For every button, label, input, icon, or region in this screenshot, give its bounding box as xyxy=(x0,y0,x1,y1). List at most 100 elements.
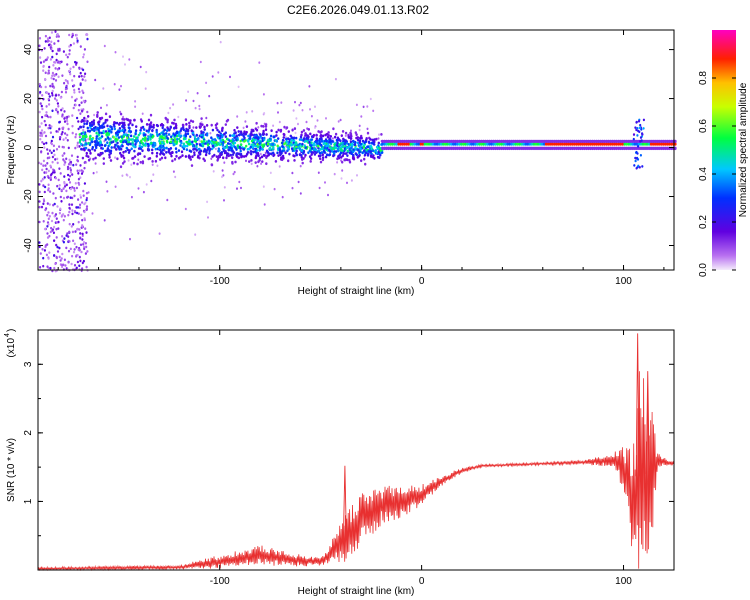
spectrogram-cell xyxy=(526,139,530,144)
spectrogram-cell xyxy=(174,147,178,151)
spectrogram-cell xyxy=(239,139,242,143)
spectrogram-cell xyxy=(250,143,253,147)
spectrogram-cell xyxy=(66,55,69,59)
spectrogram-cell xyxy=(138,152,142,156)
spectrogram-cell xyxy=(490,139,493,144)
y-tick-label: -20 xyxy=(23,189,34,204)
spectrogram-cell xyxy=(47,39,50,43)
spectrogram-cell xyxy=(71,254,74,258)
spectrogram-cell xyxy=(339,118,342,122)
spectrogram-cell xyxy=(464,139,467,144)
spectrogram-cell xyxy=(80,74,83,78)
spectrogram-cell xyxy=(40,162,43,166)
colorbar-tick-label: 0.2 xyxy=(698,215,709,229)
spectrogram-cell xyxy=(526,146,530,151)
spectrogram-cell xyxy=(269,146,272,150)
spectrogram-cell xyxy=(312,134,316,137)
spectrogram-cell xyxy=(341,145,345,149)
spectrogram-cell xyxy=(161,141,164,144)
spectrogram-cell xyxy=(206,200,209,204)
spectrogram-cell xyxy=(75,133,78,136)
spectrogram-cell xyxy=(48,203,51,206)
spectrogram-cell xyxy=(188,140,191,143)
spectrogram-cell xyxy=(82,243,85,246)
spectrogram-cell xyxy=(316,119,319,122)
spectrogram-cell xyxy=(290,147,294,151)
spectrogram-cell xyxy=(494,139,497,144)
spectrogram-cell xyxy=(238,145,241,149)
spectrogram-cell xyxy=(91,145,94,149)
spectrogram-cell xyxy=(80,132,83,135)
spectrogram-cell xyxy=(256,153,259,157)
spectrogram-cell xyxy=(506,142,509,146)
spectrogram-cell xyxy=(352,148,355,152)
spectrogram-cell xyxy=(187,154,191,158)
spectrogram-cell xyxy=(210,123,213,127)
spectrogram-cell xyxy=(611,146,614,151)
spectrogram-cell xyxy=(294,100,296,104)
spectrogram-cell xyxy=(83,210,86,214)
spectrogram-cell xyxy=(224,140,227,144)
spectrogram-cell xyxy=(68,52,71,56)
spectrogram-cell xyxy=(217,134,220,137)
spectrogram-cell xyxy=(143,155,146,158)
spectrogram-cell xyxy=(317,144,320,148)
spectrogram-cell xyxy=(346,154,349,157)
spectrogram-cell xyxy=(261,136,264,140)
spectrogram-cell xyxy=(175,142,178,145)
spectrogram-cell xyxy=(231,156,234,160)
spectrogram-cell xyxy=(128,129,131,133)
spectrogram-cell xyxy=(78,183,81,186)
spectrogram-cell xyxy=(447,142,451,146)
spectrogram-cell xyxy=(59,172,62,175)
spectrogram-cell xyxy=(508,146,511,151)
spectrogram-cell xyxy=(371,141,374,145)
spectrogram-cell xyxy=(74,146,77,150)
spectrogram-cell xyxy=(346,158,349,162)
spectrogram-cell xyxy=(82,128,85,132)
spectrogram-cell xyxy=(190,164,194,167)
spectrogram-cell xyxy=(64,79,67,82)
spectrogram-cell xyxy=(667,139,671,144)
spectrogram-cell xyxy=(609,139,612,144)
spectrogram-cell xyxy=(617,142,621,146)
spectrogram-cell xyxy=(317,146,320,150)
spectrogram-cell xyxy=(58,255,61,259)
spectrogram-cell xyxy=(623,139,627,144)
spectrogram-cell xyxy=(245,144,248,148)
spectrogram-cell xyxy=(174,122,178,126)
spectrogram-cell xyxy=(319,157,322,161)
spectrogram-cell xyxy=(383,146,386,151)
spectrogram-cell xyxy=(468,142,471,146)
spectrogram-cell xyxy=(299,192,302,195)
spectrogram-cell xyxy=(441,146,445,151)
spectrogram-cell xyxy=(635,139,639,144)
spectrogram-cell xyxy=(645,142,649,146)
spectrogram-cell xyxy=(224,135,227,139)
spectrogram-cell xyxy=(649,142,653,146)
spectrogram-cell xyxy=(108,153,111,157)
spectrogram-cell xyxy=(532,142,536,146)
spectrogram-cell xyxy=(247,142,251,146)
spectrogram-cell xyxy=(281,195,284,199)
spectrogram-cell xyxy=(385,142,388,146)
spectrogram-cell xyxy=(210,142,213,145)
spectrogram-cell xyxy=(504,142,507,146)
spectrogram-cell xyxy=(159,158,162,161)
spectrogram-cell xyxy=(88,122,92,125)
spectrogram-cell xyxy=(81,261,84,265)
spectrogram-cell xyxy=(346,149,350,153)
spectrogram-cell xyxy=(248,147,251,151)
spectrogram-cell xyxy=(48,156,51,159)
spectrogram-cell xyxy=(163,146,166,150)
spectrogram-cell xyxy=(269,137,272,141)
spectrogram-cell xyxy=(92,157,95,161)
spectrogram-cell xyxy=(579,139,582,144)
spectrogram-cell xyxy=(343,158,347,162)
spectrogram-cell xyxy=(350,179,353,182)
spectrogram-cell xyxy=(38,241,41,244)
spectrogram-cell xyxy=(293,127,297,131)
spectrogram-cell xyxy=(46,162,49,165)
spectrogram-cell xyxy=(304,146,308,149)
spectrogram-cell xyxy=(478,142,481,146)
